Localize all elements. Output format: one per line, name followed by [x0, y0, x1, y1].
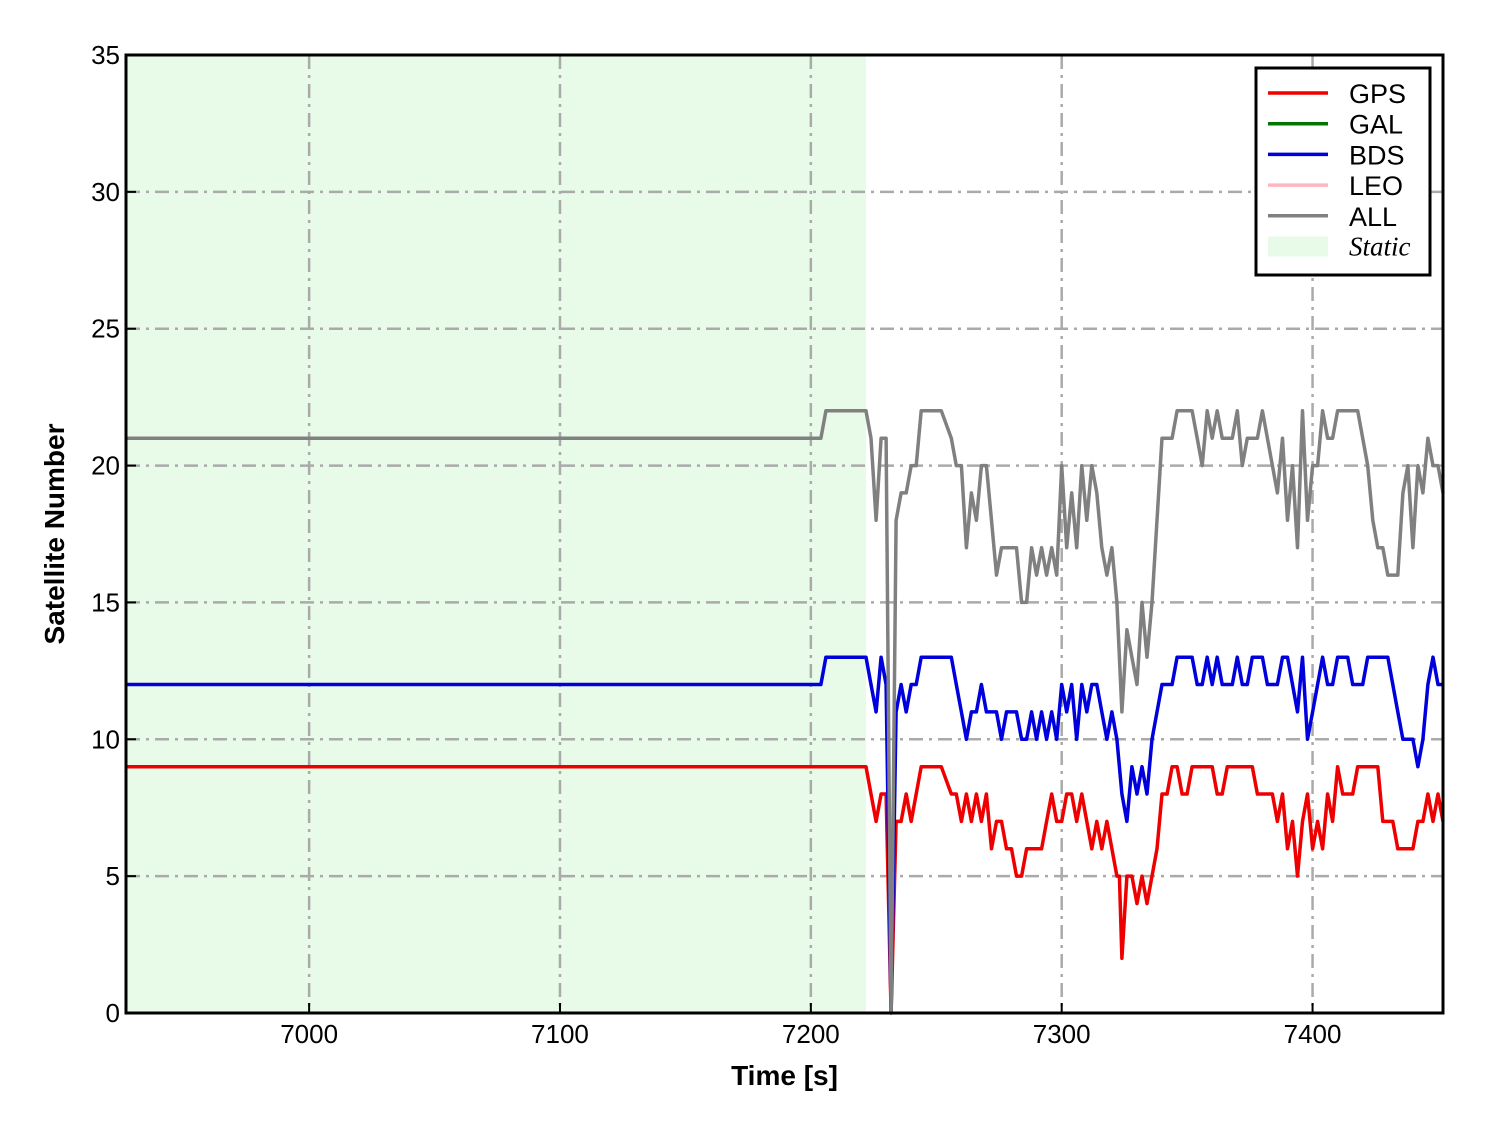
- y-tick-label: 0: [106, 998, 120, 1028]
- legend-label-gal: GAL: [1349, 110, 1403, 140]
- y-tick-label: 15: [91, 587, 120, 617]
- axes: 7000 7100 7200 7300 7400 0 5 10 15 20 25 30 35: [91, 40, 1445, 1049]
- y-tick-label: 10: [91, 724, 120, 754]
- series-line-all: [126, 409, 1445, 1015]
- y-tick-label: 20: [91, 451, 120, 481]
- x-tick-label: 7200: [782, 1019, 840, 1049]
- legend-label-static: Static: [1349, 232, 1411, 262]
- x-tick-label: 7100: [531, 1019, 589, 1049]
- x-tick-label: 7000: [280, 1019, 338, 1049]
- y-tick-label: 25: [91, 314, 120, 344]
- x-axis-title: Time [s]: [731, 1060, 838, 1091]
- y-tick-label: 5: [106, 861, 120, 891]
- x-tick-label: 7400: [1284, 1019, 1342, 1049]
- legend-label-leo: LEO: [1349, 171, 1403, 201]
- series-lines: [126, 409, 1445, 1015]
- plot-frame: [124, 53, 1445, 1015]
- legend-label-gps: GPS: [1349, 79, 1406, 109]
- legend-swatch-static: [1268, 236, 1328, 257]
- static-shaded-region-layer: [126, 55, 867, 1013]
- static-shaded-region: [126, 55, 867, 1013]
- y-tick-label: 30: [91, 177, 120, 207]
- legend-label-bds: BDS: [1349, 140, 1405, 170]
- legend-label-all: ALL: [1349, 202, 1397, 232]
- series-line-gps: [126, 764, 1445, 1015]
- series-line-bds: [126, 655, 1443, 1015]
- y-axis-title: Satellite Number: [39, 423, 70, 644]
- x-tick-label: 7300: [1033, 1019, 1091, 1049]
- y-tick-label: 35: [91, 40, 120, 70]
- grid-lines: [126, 55, 1443, 1013]
